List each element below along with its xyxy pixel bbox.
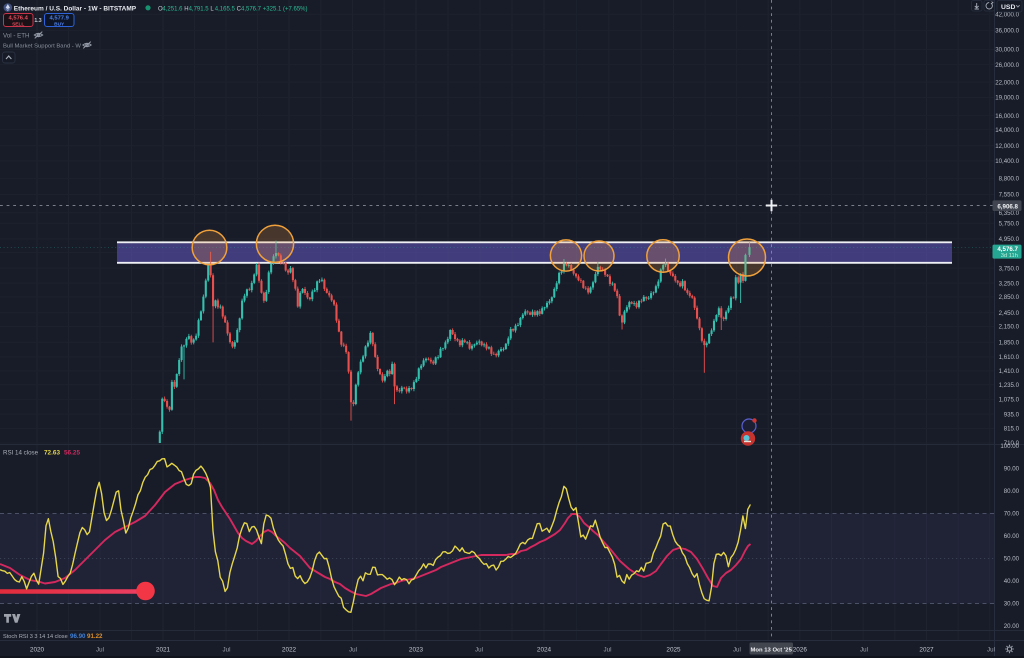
svg-text:2027: 2027 [919, 646, 934, 653]
svg-text:5,750.0: 5,750.0 [999, 220, 1020, 227]
svg-text:91.22: 91.22 [87, 633, 103, 640]
svg-text:12,000.0: 12,000.0 [995, 143, 1019, 150]
svg-text:4,577.9: 4,577.9 [50, 16, 70, 22]
svg-text:2025: 2025 [666, 646, 681, 653]
svg-text:14,000.0: 14,000.0 [995, 127, 1019, 134]
svg-text:4,791.5: 4,791.5 [189, 6, 210, 12]
svg-text:10,400.0: 10,400.0 [995, 158, 1019, 165]
svg-text:1,075.0: 1,075.0 [999, 397, 1020, 404]
svg-text:2,450.0: 2,450.0 [999, 310, 1020, 317]
svg-text:2020: 2020 [30, 646, 45, 653]
svg-text:36,000.0: 36,000.0 [995, 28, 1019, 35]
svg-text:40.00: 40.00 [1004, 578, 1020, 585]
svg-text:Jul: Jul [96, 646, 104, 653]
svg-text:3,250.0: 3,250.0 [999, 280, 1020, 287]
svg-text:80.00: 80.00 [1004, 488, 1020, 495]
svg-text:70.00: 70.00 [1004, 511, 1020, 518]
svg-text:4,165.5: 4,165.5 [215, 6, 236, 12]
svg-text:42,000.0: 42,000.0 [995, 11, 1019, 18]
svg-text:6,350.0: 6,350.0 [999, 210, 1020, 217]
svg-text:4,950.0: 4,950.0 [999, 236, 1020, 243]
svg-text:4,576.7: 4,576.7 [241, 6, 262, 12]
svg-text:1,410.0: 1,410.0 [999, 368, 1020, 375]
svg-text:2,150.0: 2,150.0 [999, 324, 1020, 331]
svg-text:H: H [184, 6, 188, 12]
svg-text:Ethereum / U.S. Dollar - 1W -: Ethereum / U.S. Dollar - 1W - BITSTAMP [14, 5, 137, 12]
svg-text:1,850.0: 1,850.0 [999, 340, 1020, 347]
svg-text:Vol - ETH: Vol - ETH [3, 33, 29, 40]
svg-text:30,000.0: 30,000.0 [995, 47, 1019, 54]
svg-text:1,235.0: 1,235.0 [999, 382, 1020, 389]
svg-text:100.00: 100.00 [1000, 443, 1019, 450]
svg-text:8,800.0: 8,800.0 [999, 176, 1020, 183]
svg-text:Jul: Jul [349, 646, 357, 653]
svg-text:90.00: 90.00 [1004, 466, 1020, 473]
svg-text:30.00: 30.00 [1004, 601, 1020, 608]
svg-text:4,251.6: 4,251.6 [162, 6, 183, 12]
svg-text:Jul: Jul [733, 646, 741, 653]
svg-text:20.00: 20.00 [1004, 623, 1020, 630]
svg-text:C: C [237, 6, 242, 12]
svg-text:935.0: 935.0 [1004, 411, 1020, 418]
svg-text:USD: USD [1001, 4, 1015, 11]
svg-text:1.3: 1.3 [34, 18, 41, 24]
svg-text:2026: 2026 [793, 646, 808, 653]
svg-text:Mon 13 Oct '25: Mon 13 Oct '25 [751, 647, 793, 653]
svg-text:Jul: Jul [223, 646, 231, 653]
svg-text:Jul: Jul [987, 646, 995, 653]
svg-text:Jul: Jul [475, 646, 483, 653]
svg-text:BUY: BUY [54, 21, 65, 27]
svg-text:56.25: 56.25 [64, 450, 80, 457]
svg-text:+325.1 (+7.65%): +325.1 (+7.65%) [263, 6, 308, 12]
svg-text:2023: 2023 [409, 646, 424, 653]
svg-text:2022: 2022 [282, 646, 297, 653]
svg-text:SELL: SELL [12, 21, 24, 27]
svg-text:19,000.0: 19,000.0 [995, 95, 1019, 102]
svg-text:Jul: Jul [860, 646, 868, 653]
svg-text:96.90: 96.90 [70, 633, 86, 640]
svg-text:16,000.0: 16,000.0 [995, 113, 1019, 120]
svg-text:2,850.0: 2,850.0 [999, 294, 1020, 301]
svg-text:3d 11h: 3d 11h [1001, 253, 1018, 259]
svg-text:2021: 2021 [156, 646, 171, 653]
svg-text:O: O [158, 6, 163, 12]
svg-text:Jul: Jul [604, 646, 612, 653]
svg-text:RSI 14 close: RSI 14 close [3, 450, 39, 457]
svg-text:4,576.4: 4,576.4 [9, 16, 29, 22]
svg-text:2024: 2024 [537, 646, 552, 653]
svg-text:60.00: 60.00 [1004, 533, 1020, 540]
svg-text:710.0: 710.0 [1004, 440, 1020, 447]
svg-text:7,550.0: 7,550.0 [999, 192, 1020, 199]
svg-text:L: L [210, 6, 214, 12]
svg-text:3,750.0: 3,750.0 [999, 265, 1020, 272]
svg-text:Bull Market Support Band - W: Bull Market Support Band - W [3, 44, 81, 50]
svg-text:4,576.7: 4,576.7 [997, 246, 1018, 253]
svg-text:815.0: 815.0 [1004, 426, 1020, 433]
svg-text:22,000.0: 22,000.0 [995, 79, 1019, 86]
svg-text:50.00: 50.00 [1004, 556, 1020, 563]
svg-text:6,906.8: 6,906.8 [997, 203, 1018, 210]
svg-text:26,000.0: 26,000.0 [995, 62, 1019, 69]
svg-text:72.63: 72.63 [44, 450, 60, 457]
svg-text:1,610.0: 1,610.0 [999, 354, 1020, 361]
svg-text:Stoch RSI 3 3 14 14 close: Stoch RSI 3 3 14 14 close [3, 634, 68, 640]
